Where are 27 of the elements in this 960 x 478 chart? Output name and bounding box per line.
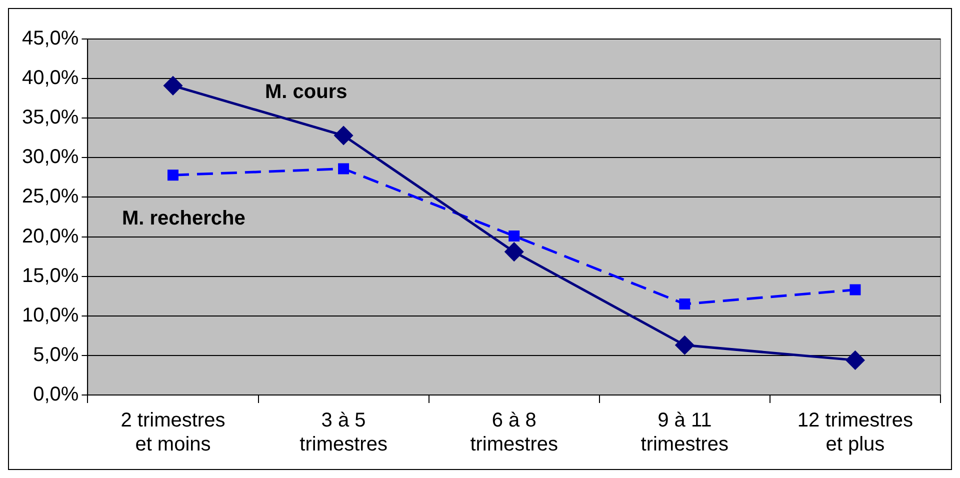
point: [338, 163, 350, 174]
x-tick-label: 2 trimestres et moins: [120, 410, 226, 456]
y-tick-label: 5,0%: [33, 344, 79, 366]
y-tick-label: 0,0%: [33, 384, 79, 406]
point: [675, 336, 694, 354]
x-tick-label: 3 à 5 trimestres: [300, 410, 388, 456]
y-tick-label: 30,0%: [22, 146, 79, 168]
y-tick-label: 10,0%: [22, 304, 79, 326]
point: [846, 350, 864, 370]
x-tick-label: 6 à 8 trimestres: [470, 410, 558, 456]
x-tick-label: 12 trimestres et plus: [797, 410, 914, 456]
point: [167, 170, 178, 181]
x-tick-label: 9 à 11 trimestres: [640, 410, 729, 456]
point: [164, 76, 182, 95]
y-tick-label: 20,0%: [22, 225, 79, 248]
point: [679, 298, 690, 310]
point: [508, 230, 520, 242]
y-tick-label: 15,0%: [22, 264, 79, 287]
point: [334, 126, 353, 145]
y-tick-label: 25,0%: [22, 186, 79, 208]
y-tick-label: 45,0%: [22, 28, 79, 50]
series-label: M. cours: [264, 81, 348, 104]
y-tick-label: 35,0%: [22, 106, 79, 129]
series-label: M. recherche: [122, 208, 246, 230]
point: [850, 284, 861, 296]
point: [504, 242, 524, 262]
y-tick-label: 40,0%: [22, 67, 79, 90]
